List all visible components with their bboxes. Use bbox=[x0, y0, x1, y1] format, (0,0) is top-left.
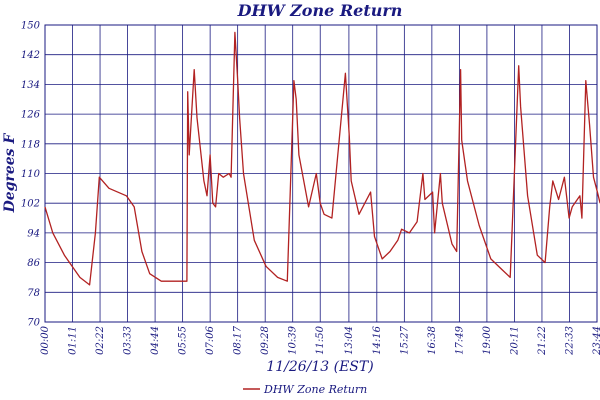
x-tick-label: 07:06 bbox=[205, 325, 216, 354]
y-tick-label: 78 bbox=[27, 288, 40, 299]
y-tick-label: 150 bbox=[21, 21, 41, 32]
plot-border bbox=[44, 24, 598, 323]
x-axis-ticks: 00:00 01:11 02:22 03:33 04:44 05:55 07:06 08:17… bbox=[40, 325, 600, 355]
y-tick-label: 110 bbox=[21, 169, 41, 180]
x-tick-label: 04:44 bbox=[150, 326, 161, 355]
x-tick-label: 02:22 bbox=[95, 326, 106, 355]
x-tick-label: 03:33 bbox=[123, 326, 134, 355]
y-tick-label: 86 bbox=[27, 258, 40, 269]
y-tick-label: 102 bbox=[21, 199, 40, 210]
chart-title: DHW Zone Return bbox=[237, 1, 403, 20]
x-axis-label: 11/26/13 (EST) bbox=[266, 359, 373, 375]
x-tick-label: 08:17 bbox=[233, 325, 244, 354]
x-tick-label: 13:04 bbox=[344, 326, 355, 355]
y-tick-label: 134 bbox=[21, 80, 40, 91]
x-tick-label: 00:00 bbox=[40, 325, 51, 354]
x-tick-label: 16:38 bbox=[427, 326, 438, 355]
x-tick-label: 17:49 bbox=[454, 325, 465, 354]
x-tick-label: 05:55 bbox=[178, 326, 189, 355]
y-tick-label: 70 bbox=[27, 318, 40, 329]
y-tick-label: 126 bbox=[21, 110, 41, 121]
x-tick-label: 01:11 bbox=[68, 326, 79, 355]
series-layer bbox=[44, 31, 600, 286]
x-tick-label: 15:27 bbox=[399, 325, 410, 354]
legend-label: DHW Zone Return bbox=[263, 383, 367, 396]
x-tick-label: 19:00 bbox=[482, 325, 493, 354]
y-tick-label: 142 bbox=[21, 50, 40, 61]
x-tick-label: 20:11 bbox=[509, 326, 520, 356]
series-line-0 bbox=[44, 31, 600, 286]
x-tick-label: 22:33 bbox=[564, 326, 575, 356]
y-tick-label: 94 bbox=[27, 228, 40, 239]
x-tick-label: 10:39 bbox=[288, 325, 299, 354]
y-axis-label: Degrees F bbox=[2, 133, 18, 214]
y-tick-label: 118 bbox=[21, 139, 40, 150]
x-tick-label: 09:28 bbox=[260, 326, 271, 355]
x-tick-label: 14:16 bbox=[372, 325, 383, 354]
x-tick-label: 11:50 bbox=[315, 325, 326, 354]
y-axis-ticks: 70 78 86 94 102 110 118 126 134 142 150 bbox=[21, 21, 41, 329]
x-tick-label: 23:44 bbox=[592, 326, 600, 356]
x-tick-label: 21:22 bbox=[537, 326, 548, 356]
